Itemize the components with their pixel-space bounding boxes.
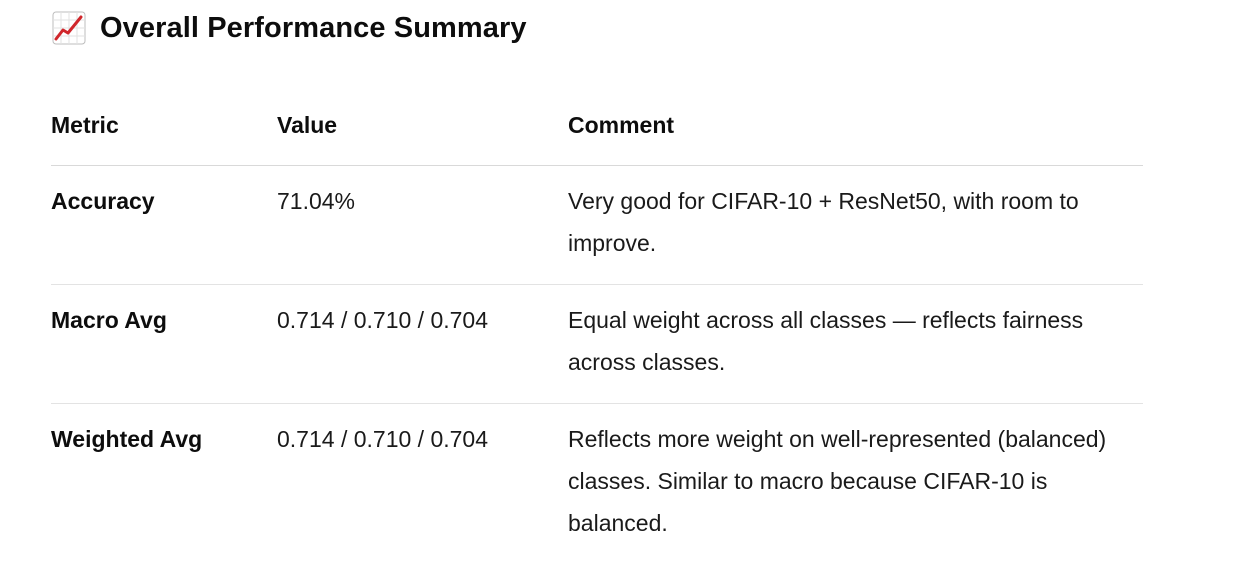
table-row: Weighted Avg 0.714 / 0.710 / 0.704 Refle… bbox=[51, 404, 1143, 565]
metric-cell: Weighted Avg bbox=[51, 426, 203, 452]
comment-cell: Very good for CIFAR-10 + ResNet50, with … bbox=[568, 165, 1143, 285]
table-header-row: Metric Value Comment bbox=[51, 86, 1143, 166]
value-cell: 0.714 / 0.710 / 0.704 bbox=[277, 426, 489, 452]
column-header-value: Value bbox=[277, 86, 568, 166]
column-header-comment: Comment bbox=[568, 86, 1143, 166]
metric-cell: Accuracy bbox=[51, 165, 277, 285]
comment-cell: Equal weight across all classes — reflec… bbox=[568, 284, 1143, 404]
comment-cell: Reflects more weight on well-represented… bbox=[568, 426, 1107, 536]
metric-cell: Macro Avg bbox=[51, 284, 277, 404]
value-cell: 71.04% bbox=[277, 165, 568, 285]
performance-table: Metric Value Comment Accuracy 71.04% Ver… bbox=[51, 86, 1143, 564]
value-cell: 0.714 / 0.710 / 0.704 bbox=[277, 284, 568, 404]
page-title: Overall Performance Summary bbox=[100, 11, 527, 44]
column-header-metric: Metric bbox=[51, 86, 277, 166]
table-row: Accuracy 71.04% Very good for CIFAR-10 +… bbox=[51, 165, 1143, 285]
table-row: Macro Avg 0.714 / 0.710 / 0.704 Equal we… bbox=[51, 284, 1143, 404]
chart-increasing-icon bbox=[52, 11, 86, 45]
section-heading: Overall Performance Summary bbox=[52, 8, 527, 48]
